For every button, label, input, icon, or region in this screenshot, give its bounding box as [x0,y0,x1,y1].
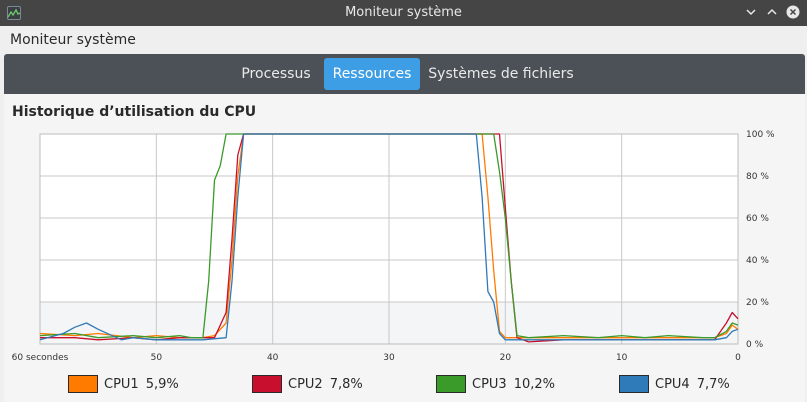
legend-value-cpu2: 7,8% [329,376,363,392]
legend-item-cpu4[interactable]: CPU4 7,7% [619,372,730,396]
legend-item-cpu2[interactable]: CPU2 7,8% [252,372,363,396]
legend-label-cpu4: CPU4 [655,376,690,392]
tab-systemes-de-fichiers[interactable]: Systèmes de fichiers [428,66,574,82]
tab-ressources[interactable]: Ressources [324,58,420,90]
x-tick-label: 40 [267,353,279,363]
close-button[interactable] [784,3,802,21]
system-monitor-icon [7,6,21,20]
chart-ticks: 0 % 20 % 40 % 60 % 80 % 100 % 60 secondes 50 40 3… [12,130,775,363]
x-tick-label: 60 secondes [12,353,69,363]
legend-value-cpu4: 7,7% [696,376,730,392]
legend-swatch-cpu4[interactable] [619,375,649,393]
legend-item-cpu3[interactable]: CPU3 10,2% [436,372,555,396]
x-tick-label: 30 [383,353,395,363]
tab-bar: Processus Ressources Systèmes de fichier… [4,54,805,94]
app-title: Moniteur système [10,32,136,48]
legend-label-cpu2: CPU2 [288,376,323,392]
legend-swatch-cpu1[interactable] [68,375,98,393]
legend-label-cpu3: CPU3 [472,376,507,392]
legend-swatch-cpu2[interactable] [252,375,282,393]
chart-series [39,133,739,343]
legend-item-cpu1[interactable]: CPU1 5,9% [68,372,179,396]
y-tick-label: 20 % [746,298,769,308]
app-header: Moniteur système [0,26,807,54]
maximize-button[interactable] [763,3,781,21]
legend-label-cpu1: CPU1 [104,376,139,392]
series-line-cpu3 [39,133,739,339]
legend-value-cpu1: 5,9% [145,376,179,392]
tab-processus[interactable]: Processus [241,66,311,82]
x-tick-label: 20 [500,353,512,363]
y-tick-label: 40 % [746,256,769,266]
y-tick-label: 100 % [746,130,775,140]
chevron-up-icon [767,8,777,15]
y-tick-label: 80 % [746,172,769,182]
x-tick-label: 0 [735,353,741,363]
x-tick-label: 10 [616,353,628,363]
series-line-cpu4 [39,133,739,341]
legend-value-cpu3: 10,2% [513,376,556,392]
y-tick-label: 60 % [746,214,769,224]
cpu-history-heading: Historique d’utilisation du CPU [12,104,257,120]
minimize-button[interactable] [742,3,760,21]
chart-grid [39,133,739,345]
legend-swatch-cpu3[interactable] [436,375,466,393]
x-tick-label: 50 [151,353,163,363]
close-icon [786,5,800,19]
y-tick-label: 0 % [746,340,764,350]
window-title: Moniteur système [345,5,462,20]
chevron-down-icon [746,9,756,16]
window-titlebar[interactable]: Moniteur système [0,0,807,26]
